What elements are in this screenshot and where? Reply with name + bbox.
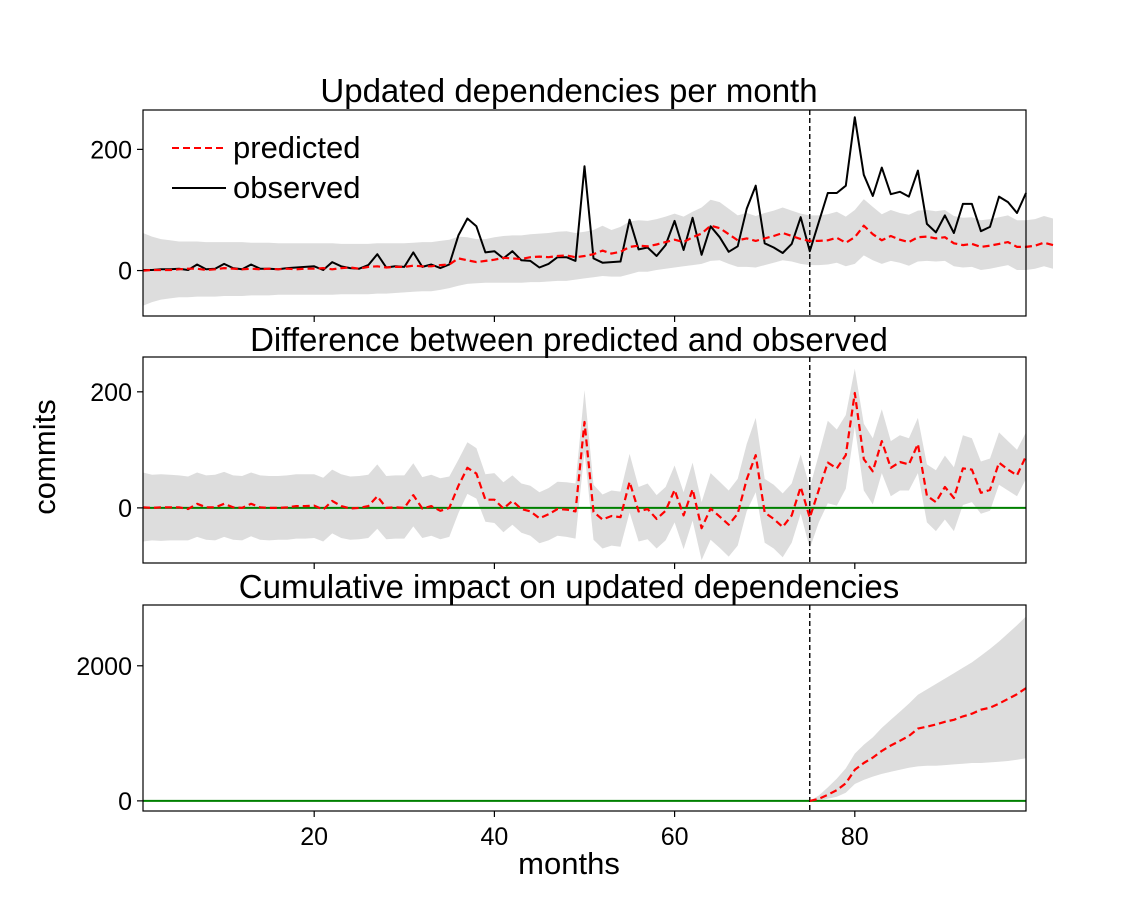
middle-y-tick-label: 200 bbox=[90, 379, 132, 407]
panel-top: Updated dependencies per month 0 200 pred… bbox=[90, 72, 1054, 322]
top-series-lines bbox=[142, 116, 1054, 272]
middle-series-lines bbox=[142, 391, 1027, 530]
middle-interval-band bbox=[143, 368, 1026, 561]
top-series-predicted bbox=[142, 224, 1054, 272]
top-interval-band bbox=[143, 199, 1053, 306]
bottom-axes-frame bbox=[142, 604, 1027, 812]
top-y-ticks: 0 200 bbox=[90, 136, 143, 286]
middle-panel-title: Difference between predicted and observe… bbox=[250, 321, 888, 358]
top-y-tick-label: 0 bbox=[118, 258, 132, 286]
bottom-x-tick-label: 60 bbox=[661, 823, 689, 851]
bottom-panel-title: Cumulative impact on updated dependencie… bbox=[239, 568, 899, 605]
bottom-band-area bbox=[809, 616, 1026, 801]
top-band-area bbox=[143, 199, 1053, 306]
bottom-series-cumulative-effect bbox=[809, 687, 1027, 802]
bottom-x-tick-label: 40 bbox=[480, 823, 508, 851]
middle-series-pointwise-effect bbox=[142, 391, 1027, 530]
bottom-y-ticks: 0 2000 bbox=[76, 653, 143, 816]
middle-x-ticks bbox=[313, 563, 856, 569]
bottom-x-tick-label: 20 bbox=[300, 823, 328, 851]
bottom-y-tick-label: 0 bbox=[118, 788, 132, 816]
middle-axes-frame bbox=[142, 356, 1027, 564]
bottom-interval-band bbox=[809, 616, 1026, 801]
middle-y-tick-label: 0 bbox=[118, 495, 132, 523]
top-y-tick-label: 200 bbox=[90, 136, 132, 164]
bottom-x-ticks: 20 40 60 80 bbox=[300, 811, 869, 851]
x-axis-label: months bbox=[518, 846, 620, 881]
legend-observed-label: observed bbox=[233, 170, 361, 205]
y-axis-label: commits bbox=[27, 399, 62, 514]
top-x-ticks bbox=[313, 316, 856, 322]
legend-predicted-label: predicted bbox=[233, 130, 361, 165]
middle-y-ticks: 0 200 bbox=[90, 379, 143, 523]
panel-bottom: Cumulative impact on updated dependencie… bbox=[76, 568, 1027, 851]
bottom-y-tick-label: 2000 bbox=[76, 653, 132, 681]
bottom-series-lines bbox=[809, 687, 1027, 802]
legend: predicted observed bbox=[172, 130, 361, 205]
top-panel-title: Updated dependencies per month bbox=[320, 72, 817, 109]
middle-band-area bbox=[143, 368, 1026, 561]
panel-middle: Difference between predicted and observe… bbox=[90, 321, 1027, 569]
top-axes-frame bbox=[142, 109, 1027, 317]
bottom-x-tick-label: 80 bbox=[841, 823, 869, 851]
